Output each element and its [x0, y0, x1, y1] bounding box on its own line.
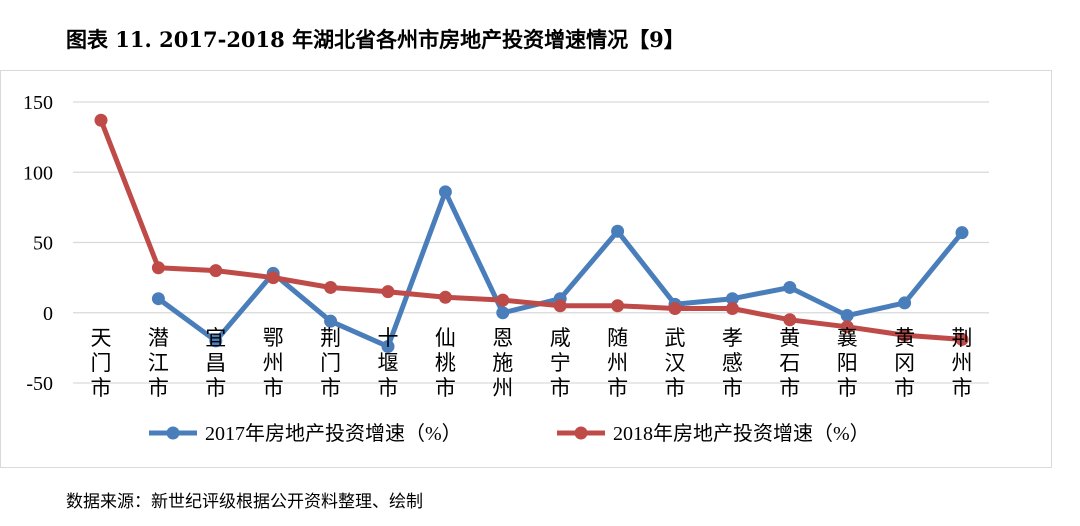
data-point	[553, 299, 567, 313]
x-tick-label: 荆门市	[320, 326, 341, 400]
x-tick-label: 黄石市	[779, 326, 800, 400]
x-tick-label: 随州市	[607, 326, 628, 400]
data-point	[840, 320, 854, 334]
x-tick-label: 仙桃市	[435, 326, 456, 400]
y-tick-label: -50	[26, 373, 53, 395]
legend-label: 2017年房地产投资增速（%）	[205, 422, 462, 445]
data-point	[611, 224, 625, 238]
series-line	[98, 117, 965, 342]
data-point	[438, 185, 452, 199]
data-point	[955, 226, 969, 240]
data-point	[898, 296, 912, 310]
x-tick-label: 襄阳市	[837, 326, 858, 400]
data-point	[783, 280, 797, 294]
data-point	[151, 261, 165, 275]
y-tick-label: 50	[33, 233, 53, 255]
legend-swatch-marker	[166, 426, 180, 440]
chart-legend: 2017年房地产投资增速（%） 2018年房地产投资增速（%）	[149, 422, 870, 445]
data-source-note: 数据来源：新世纪评级根据公开资料整理、绘制	[66, 492, 423, 512]
data-point	[438, 290, 452, 304]
data-point	[496, 306, 510, 320]
legend-item: 2017年房地产投资增速（%）	[149, 422, 462, 445]
data-point	[496, 293, 510, 307]
x-tick-label: 恩施州	[492, 326, 513, 400]
data-point	[324, 280, 338, 294]
x-tick-label: 咸宁市	[550, 326, 571, 400]
y-axis-tick-labels: 150 100 50 0 -50	[23, 92, 53, 395]
data-point	[725, 292, 739, 306]
x-tick-label: 武汉市	[665, 326, 686, 400]
x-axis-category-labels: 天门市 潜江市 宜昌市 鄂州市 荆门市 十堰市 仙桃市 恩施州 咸宁市 随州市 武汉市 孝感市 黄石市 襄…	[91, 326, 973, 400]
y-tick-label: 100	[23, 162, 53, 184]
series-1	[94, 113, 969, 346]
data-point	[209, 334, 223, 348]
data-point	[611, 299, 625, 313]
x-tick-label: 荆州市	[952, 326, 973, 400]
data-point	[668, 302, 682, 316]
data-point	[955, 332, 969, 346]
data-point	[94, 113, 108, 127]
data-point	[725, 302, 739, 316]
legend-item: 2018年房地产投资增速（%）	[557, 422, 870, 445]
data-point	[840, 309, 854, 323]
data-point	[209, 264, 223, 278]
legend-swatch-marker	[574, 426, 588, 440]
data-point	[898, 328, 912, 342]
data-series	[94, 113, 969, 353]
y-tick-label: 150	[23, 92, 53, 114]
x-tick-label: 宜昌市	[205, 326, 226, 400]
data-point	[266, 271, 280, 285]
data-point	[381, 285, 395, 299]
data-point	[783, 313, 797, 327]
data-point	[151, 292, 165, 306]
chart-title: 图表 11. 2017-2018 年湖北省各州市房地产投资增速情况【9】	[66, 27, 685, 52]
x-tick-label: 十堰市	[378, 326, 399, 400]
x-tick-label: 黄冈市	[894, 326, 915, 400]
chart-frame: 150 100 50 0 -50 天门市 潜江市 宜昌市 鄂州市 荆门市 十堰市 仙桃市 恩施州 咸宁市…	[0, 70, 1052, 468]
y-tick-label: 0	[43, 303, 53, 325]
legend-label: 2018年房地产投资增速（%）	[613, 422, 870, 445]
line-chart: 150 100 50 0 -50 天门市 潜江市 宜昌市 鄂州市 荆门市 十堰市 仙桃市 恩施州 咸宁市…	[23, 92, 989, 445]
x-tick-label: 潜江市	[148, 326, 169, 400]
series-line	[155, 189, 965, 349]
data-point	[324, 314, 338, 328]
x-tick-label: 鄂州市	[263, 326, 284, 400]
series-0	[151, 185, 969, 353]
x-tick-label: 孝感市	[722, 326, 743, 400]
x-tick-label: 天门市	[91, 326, 112, 400]
data-point	[381, 339, 395, 353]
